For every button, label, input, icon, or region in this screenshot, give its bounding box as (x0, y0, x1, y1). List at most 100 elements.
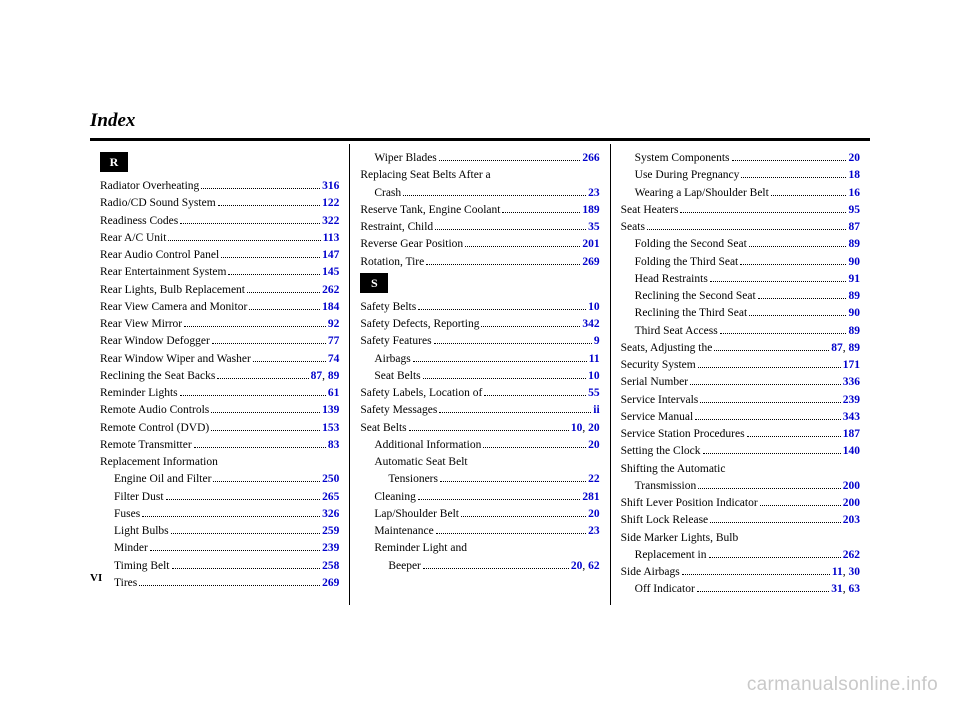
page-link[interactable]: 140 (843, 445, 860, 457)
page-link[interactable]: 184 (322, 301, 339, 313)
entry-pages: 184 (322, 299, 339, 316)
entry-label: Reminder Lights (100, 385, 178, 402)
page-link[interactable]: 266 (582, 152, 599, 164)
index-entry: Rear A/C Unit113 (100, 230, 339, 247)
page-link[interactable]: 326 (322, 508, 339, 520)
leader-dots (194, 447, 326, 448)
page-link[interactable]: 10 (571, 422, 583, 434)
page-link[interactable]: 122 (322, 197, 339, 209)
page-link[interactable]: 200 (843, 480, 860, 492)
page-link[interactable]: 262 (843, 549, 860, 561)
page-link[interactable]: 10 (588, 301, 600, 313)
page-link[interactable]: 77 (328, 335, 340, 347)
leader-dots (403, 195, 586, 196)
page-link[interactable]: 262 (322, 284, 339, 296)
entry-label: Light Bulbs (114, 523, 169, 540)
page-link[interactable]: 74 (328, 353, 340, 365)
index-entry: Seat Heaters95 (621, 202, 860, 219)
page-link[interactable]: 145 (322, 266, 339, 278)
page-link[interactable]: 281 (582, 491, 599, 503)
page-link[interactable]: 11 (589, 353, 600, 365)
page-link[interactable]: 31 (831, 583, 843, 595)
entry-pages: 322 (322, 213, 339, 230)
entry-label: Replacement Information (100, 454, 218, 471)
page-link[interactable]: 343 (843, 411, 860, 423)
page-link[interactable]: 269 (322, 577, 339, 589)
page-link[interactable]: 336 (843, 376, 860, 388)
page-link[interactable]: 90 (848, 307, 860, 319)
index-entry: Use During Pregnancy18 (621, 167, 860, 184)
leader-dots (166, 499, 321, 500)
page-link[interactable]: 89 (848, 238, 860, 250)
index-entry: Remote Transmitter83 (100, 437, 339, 454)
page-link[interactable]: 90 (848, 256, 860, 268)
page-link[interactable]: 201 (582, 238, 599, 250)
entry-pages: 122 (322, 195, 339, 212)
page-link[interactable]: 316 (322, 180, 339, 192)
page-link[interactable]: 20 (588, 439, 600, 451)
index-entry: Safety Belts10 (360, 299, 599, 316)
page-link[interactable]: 20 (571, 560, 583, 572)
page-link[interactable]: 139 (322, 404, 339, 416)
page-link[interactable]: 20 (588, 508, 600, 520)
index-entry: Beeper20, 62 (360, 558, 599, 575)
page-link[interactable]: 30 (848, 566, 860, 578)
page-link[interactable]: 259 (322, 525, 339, 537)
page-link[interactable]: 20 (588, 422, 600, 434)
leader-dots (180, 223, 320, 224)
page-link[interactable]: 91 (848, 273, 860, 285)
page-link[interactable]: 83 (328, 439, 340, 451)
index-entry: Service Station Procedures187 (621, 426, 860, 443)
page-link[interactable]: 92 (328, 318, 340, 330)
page-link[interactable]: 87 (831, 342, 843, 354)
page-link[interactable]: 153 (322, 422, 339, 434)
page-link[interactable]: 55 (588, 387, 600, 399)
leader-dots (465, 246, 580, 247)
index-entry: Rear Window Wiper and Washer74 (100, 351, 339, 368)
page-link[interactable]: 239 (322, 542, 339, 554)
page-link[interactable]: 11 (832, 566, 843, 578)
page-link[interactable]: 20 (848, 152, 860, 164)
leader-dots (695, 419, 841, 420)
page-link[interactable]: 187 (843, 428, 860, 440)
page-link[interactable]: 171 (843, 359, 860, 371)
page-link[interactable]: 89 (848, 290, 860, 302)
page-link[interactable]: 89 (848, 342, 860, 354)
page-link[interactable]: 89 (848, 325, 860, 337)
page-link[interactable]: 258 (322, 560, 339, 572)
page-link[interactable]: 269 (582, 256, 599, 268)
page-link[interactable]: 23 (588, 525, 600, 537)
entry-pages: 22 (588, 471, 600, 488)
page-link[interactable]: ii (593, 404, 599, 416)
page-link[interactable]: 16 (848, 187, 860, 199)
page-title: Index (90, 110, 870, 132)
page-link[interactable]: 63 (848, 583, 860, 595)
page-link[interactable]: 95 (848, 204, 860, 216)
leader-dots (418, 499, 581, 500)
page-link[interactable]: 239 (843, 394, 860, 406)
page-link[interactable]: 18 (848, 169, 860, 181)
page-link[interactable]: 200 (843, 497, 860, 509)
entry-label: Automatic Seat Belt (374, 454, 467, 471)
page-link[interactable]: 322 (322, 215, 339, 227)
page-link[interactable]: 62 (588, 560, 600, 572)
page-link[interactable]: 9 (594, 335, 600, 347)
page-link[interactable]: 147 (322, 249, 339, 261)
page-link[interactable]: 113 (323, 232, 340, 244)
page-link[interactable]: 87 (311, 370, 323, 382)
page-link[interactable]: 250 (322, 473, 339, 485)
page-link[interactable]: 342 (582, 318, 599, 330)
page-link[interactable]: 265 (322, 491, 339, 503)
page-link[interactable]: 35 (588, 221, 600, 233)
page-link[interactable]: 203 (843, 514, 860, 526)
page-link[interactable]: 189 (582, 204, 599, 216)
leader-dots (481, 326, 580, 327)
page-link[interactable]: 22 (588, 473, 600, 485)
page-link[interactable]: 10 (588, 370, 600, 382)
page-link[interactable]: 87 (848, 221, 860, 233)
page-link[interactable]: 61 (328, 387, 340, 399)
page-link[interactable]: 23 (588, 187, 600, 199)
entry-pages: 18 (848, 167, 860, 184)
entry-label: Security System (621, 357, 696, 374)
page-link[interactable]: 89 (328, 370, 340, 382)
